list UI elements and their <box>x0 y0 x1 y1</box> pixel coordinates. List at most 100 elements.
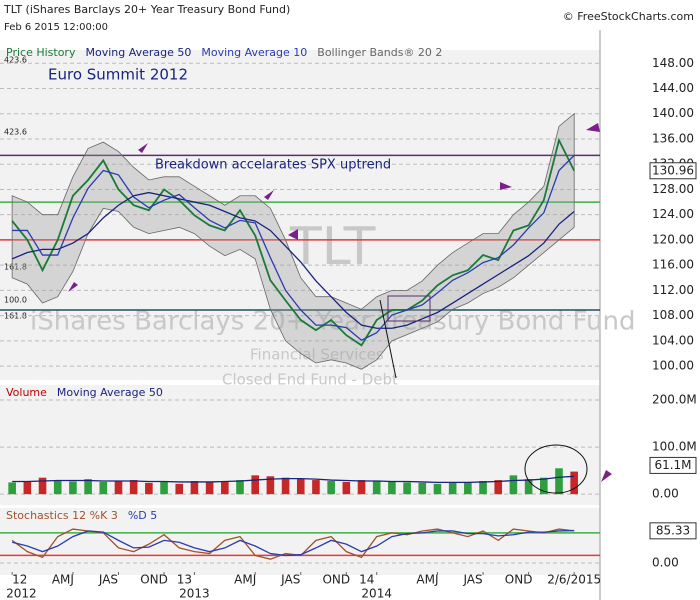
y-tick-label: 0.00 <box>652 487 679 501</box>
volume-bar <box>23 481 32 495</box>
volume-bar <box>372 481 381 495</box>
x-tick-label: AMJ <box>416 573 438 587</box>
arrows <box>68 123 612 482</box>
x-tick-label: 13 <box>177 573 192 587</box>
volume-bar <box>357 480 366 495</box>
series-line <box>12 475 575 484</box>
volume-bar <box>494 480 503 495</box>
x-tick-label: AMJ <box>52 573 74 587</box>
x-tick-label: 2/6/2015 <box>547 573 601 587</box>
y-tick-label: 0.00 <box>652 555 679 569</box>
series-line <box>12 154 575 342</box>
volume-bar <box>160 481 168 495</box>
legend-entry: Bollinger Bands® 20 2 <box>317 46 442 59</box>
y-tick-label: 104.00 <box>652 333 694 347</box>
x-tick-label: OND <box>140 573 168 587</box>
last-value-label: 85.33 <box>656 523 690 537</box>
x-tick-label: 14 <box>359 573 374 587</box>
arrow <box>68 282 78 292</box>
volume-bar <box>555 468 563 495</box>
legend-entry: Stochastics 12 %K 3 <box>6 509 118 522</box>
x-tick-label: JAS <box>462 573 482 587</box>
volume-bar <box>448 481 457 495</box>
fib-label: 161.8 <box>4 263 27 272</box>
volume-bar <box>53 480 62 495</box>
x-tick-label: AMJ <box>234 573 256 587</box>
last-value-bg <box>649 162 697 180</box>
volume-bar <box>388 481 396 495</box>
x-year-label: 2012 <box>6 587 37 600</box>
watermark: Closed End Fund - Debt <box>222 371 398 389</box>
annotation: Euro Summit 2012 <box>48 66 188 84</box>
volume-bar <box>524 479 533 495</box>
x-tick-label: OND <box>322 573 350 587</box>
series-line <box>11 191 575 329</box>
volume-bar <box>296 478 305 495</box>
plots: 100.00104.00108.00112.00116.00120.00124.… <box>0 46 697 600</box>
legend-entry: Price History <box>6 46 76 59</box>
legend-entry: Moving Average 50 <box>85 46 191 59</box>
volume-bar <box>205 482 214 495</box>
series-line <box>11 137 575 347</box>
bollinger-band <box>11 112 575 370</box>
volume-bar <box>251 475 259 495</box>
arrow <box>586 123 600 132</box>
arrow <box>500 182 512 190</box>
volume-bar <box>236 480 244 495</box>
y-tick-label: 100.0M <box>652 440 697 454</box>
highlight-box <box>387 295 431 322</box>
stochastics-panel <box>0 508 600 575</box>
y-tick-label: 108.00 <box>652 308 694 322</box>
arrow <box>264 190 274 200</box>
fib-label: 423.6 <box>4 128 27 137</box>
x-tick-label: OND <box>505 573 533 587</box>
y-tick-label: 200.0M <box>652 393 697 407</box>
y-tick-label: 144.00 <box>652 81 694 95</box>
y-tick-label: 120.00 <box>652 232 694 246</box>
y-tick-label: 140.00 <box>652 106 694 120</box>
y-tick-label: 136.00 <box>652 131 694 145</box>
volume-bar <box>190 481 199 495</box>
volume-bar <box>418 482 427 495</box>
volume-bar <box>221 481 229 495</box>
trend-line <box>379 299 397 379</box>
last-value-label: 61.1M <box>654 458 691 472</box>
volume-bar <box>69 481 77 495</box>
last-value-bg <box>649 456 697 474</box>
legend-entry: Moving Average 10 <box>201 46 307 59</box>
volume-bar <box>540 477 548 495</box>
volume-bar <box>464 482 472 495</box>
x-year-label: 2013 <box>179 587 210 600</box>
volume-bar <box>327 481 335 495</box>
x-tick-label: JAS <box>98 573 118 587</box>
y-tick-label: 116.00 <box>652 258 694 272</box>
volume-bar <box>570 471 578 495</box>
y-tick-label: 100.00 <box>652 359 694 373</box>
watermark: Financial Services <box>250 346 384 364</box>
volume-bar <box>266 476 275 495</box>
volume-bar <box>433 483 442 495</box>
last-value-box: 130.96 <box>649 162 697 180</box>
legend-entry: Volume <box>6 386 47 399</box>
volume-bar <box>8 482 16 495</box>
volume-bar <box>509 475 518 495</box>
arrow <box>138 143 148 153</box>
x-tick-label: 12 <box>12 573 27 587</box>
volume-bar <box>145 482 153 495</box>
watermark: TLT <box>289 217 376 277</box>
y-tick-label: 112.00 <box>652 283 694 297</box>
arrow <box>288 229 298 240</box>
y-tick-label: 128.00 <box>652 182 694 196</box>
volume-bar <box>342 481 351 495</box>
arrow <box>601 470 612 482</box>
fib-label: 423.6 <box>4 56 27 65</box>
legend-entry: Moving Average 50 <box>57 386 163 399</box>
highlight-ellipse <box>524 444 588 494</box>
x-tick-label: JAS <box>280 573 300 587</box>
legend-entry: %D 5 <box>128 509 157 522</box>
last-value-bg <box>649 522 697 540</box>
last-value-box: 61.1M <box>649 456 697 474</box>
volume-bar <box>129 480 138 495</box>
